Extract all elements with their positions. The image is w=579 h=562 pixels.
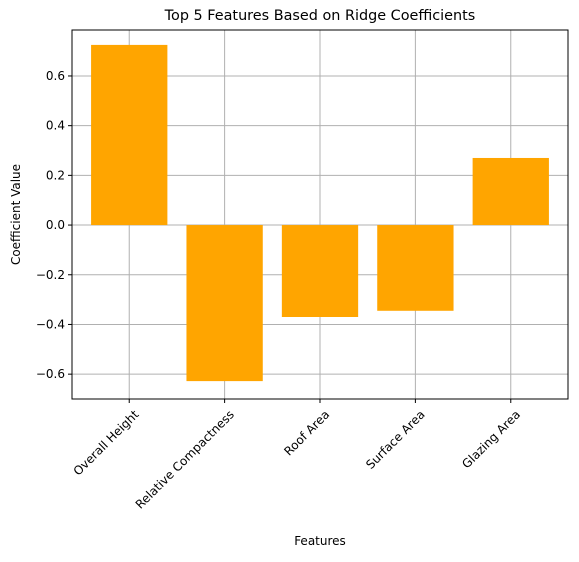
y-tick-label: 0.6 [46, 69, 65, 83]
x-axis-label: Features [294, 534, 346, 548]
y-tick-label: −0.6 [36, 367, 65, 381]
chart-title: Top 5 Features Based on Ridge Coefficien… [164, 8, 476, 24]
y-tick-label: −0.2 [36, 268, 65, 282]
bar [91, 44, 168, 226]
y-tick-label: 0.4 [46, 119, 65, 133]
y-tick-label: −0.4 [36, 317, 65, 331]
bar [472, 157, 549, 226]
y-tick-label: 0.2 [46, 168, 65, 182]
y-tick-label: 0.0 [46, 218, 65, 232]
y-axis-label: Coefficient Value [9, 164, 23, 265]
bar-layer [91, 44, 549, 382]
bar [186, 225, 263, 382]
bar [281, 225, 359, 317]
bar [377, 225, 454, 311]
